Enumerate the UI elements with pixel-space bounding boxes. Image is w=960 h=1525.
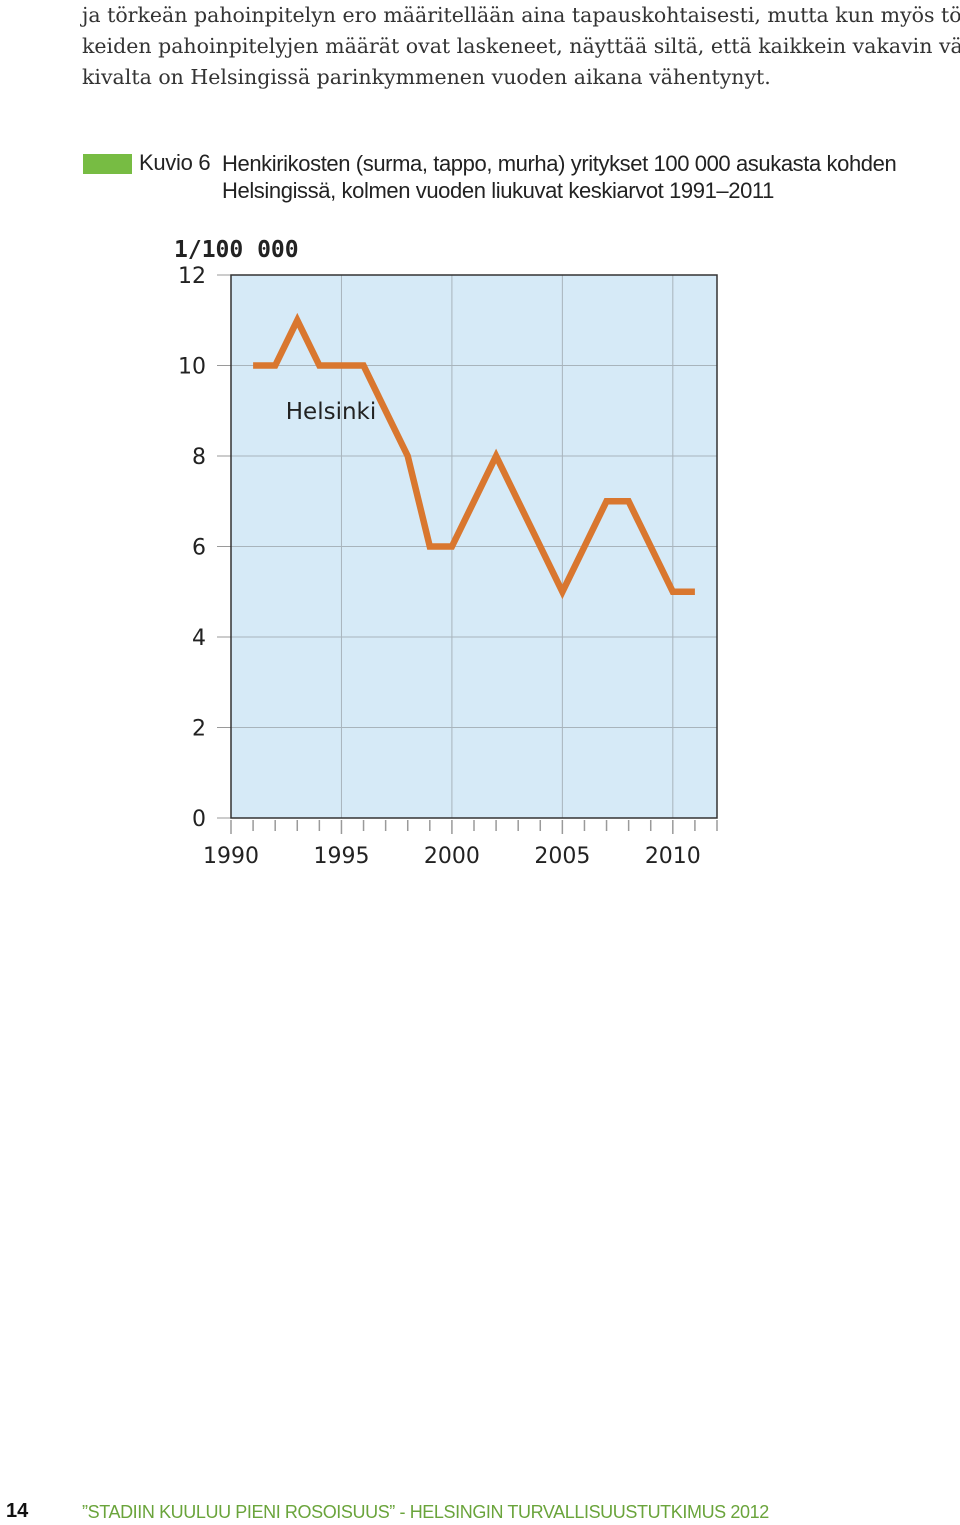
page-footer: 14 ”STADIIN KUULUU PIENI ROSOISUUS” - HE… [0,1500,960,1525]
x-tick-label: 1995 [313,844,369,869]
x-tick-label: 2000 [424,844,480,869]
x-tick-label: 1990 [203,844,259,869]
y-tick-label: 12 [178,264,206,289]
figure-title-line: Henkirikosten (surma, tappo, murha) yrit… [222,151,897,176]
y-tick-label: 10 [178,355,206,380]
y-tick-label: 2 [192,717,206,742]
y-tick-label: 0 [192,807,206,832]
series-line-helsinki [253,312,695,600]
plot-frame [230,274,718,819]
x-tick-label: 2010 [645,844,701,869]
intro-line: ja törkeän pahoinpitelyn ero määritellää… [82,3,960,27]
intro-line: kivalta on Helsingissä parinkymmenen vuo… [82,65,771,89]
caption-color-marker [83,154,132,174]
figure-number: Kuvio 6 [139,150,211,175]
intro-line: keiden pahoinpitelyjen määrät ovat laske… [82,34,960,58]
page-number: 14 [6,1500,29,1522]
y-tick-label: 8 [192,445,206,470]
figure-title-line: Helsingissä, kolmen vuoden liukuvat kesk… [222,178,774,203]
figure-title: Henkirikosten (surma, tappo, murha) yrit… [222,150,897,204]
intro-paragraph: ja törkeän pahoinpitelyn ero määritellää… [82,0,960,93]
y-tick-label: 6 [192,536,206,561]
line-chart: 0 2 4 6 8 10 12 1990 1995 2000 2005 2010 1/100 000 He… [174,237,718,869]
x-tick-label: 2005 [534,844,590,869]
footer-publication-title: ”STADIIN KUULUU PIENI ROSOISUUS” - HELSI… [82,1502,769,1522]
series-label: Helsinki [286,399,377,425]
y-axis-label: 1/100 000 [174,237,299,263]
y-tick-label: 4 [192,626,206,651]
